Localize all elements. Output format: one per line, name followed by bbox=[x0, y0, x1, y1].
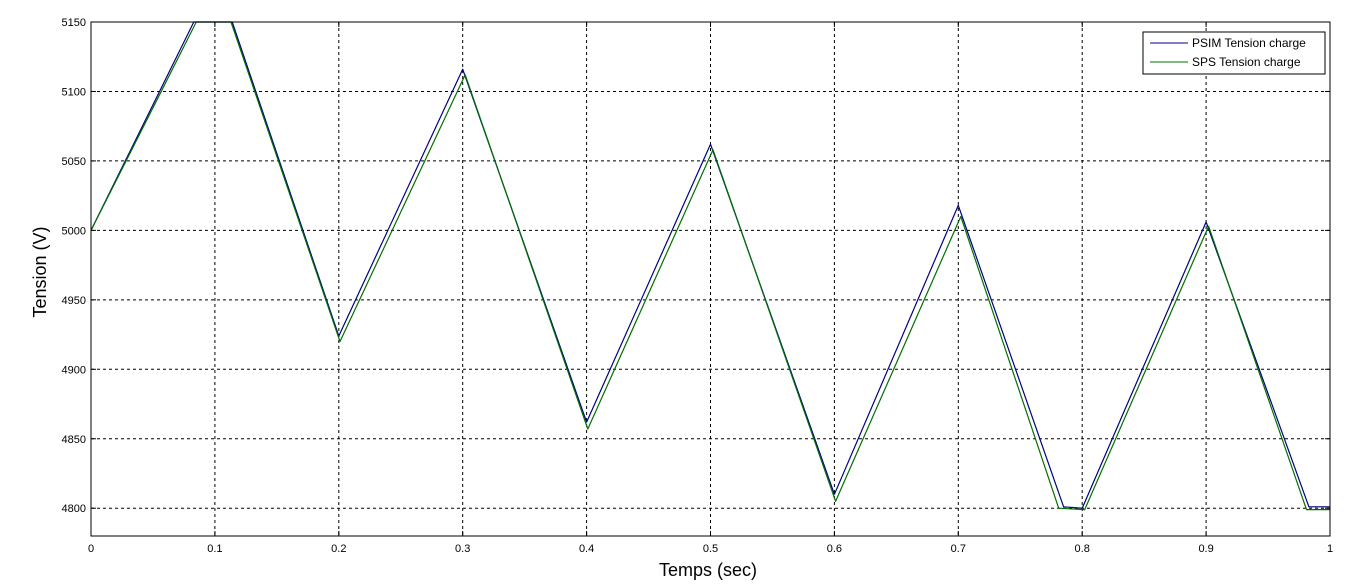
y-tick-label: 5100 bbox=[62, 86, 86, 98]
y-tick-label: 4800 bbox=[62, 503, 86, 515]
series-line-sps bbox=[90, 21, 1330, 511]
x-tick-label: 0.2 bbox=[331, 543, 346, 555]
x-tick-label: 0.1 bbox=[207, 543, 222, 555]
x-tick-label: 0.8 bbox=[1075, 543, 1090, 555]
grid bbox=[91, 22, 1330, 536]
x-tick-label: 0.3 bbox=[455, 543, 470, 555]
y-tick-label: 4950 bbox=[62, 295, 86, 307]
y-tick-label: 4900 bbox=[62, 364, 86, 376]
x-tick-label: 0.7 bbox=[951, 543, 966, 555]
x-tick-label: 0 bbox=[88, 543, 94, 555]
y-tick-label: 5150 bbox=[62, 17, 86, 29]
legend-box bbox=[1142, 31, 1326, 75]
series-lines bbox=[90, 21, 1330, 511]
legend-label-sps: SPS Tension charge bbox=[1192, 55, 1301, 69]
x-axis-title: Temps (sec) bbox=[659, 560, 757, 580]
axis-ticks: 0 0.1 0.2 0.3 0.4 0.5 0.6 0.7 0.8 0.9 1 4800 4850 490… bbox=[62, 17, 1334, 555]
x-tick-label: 0.9 bbox=[1198, 543, 1213, 555]
x-tick-label: 0.4 bbox=[579, 543, 594, 555]
x-tick-label: 0.6 bbox=[827, 543, 842, 555]
y-tick-label: 5050 bbox=[62, 156, 86, 168]
y-tick-label: 4850 bbox=[62, 434, 86, 446]
legend: PSIM Tension charge SPS Tension charge bbox=[1142, 31, 1326, 75]
legend-label-psim: PSIM Tension charge bbox=[1192, 36, 1306, 50]
y-axis-title: Tension (V) bbox=[30, 226, 50, 317]
x-tick-label: 0.5 bbox=[703, 543, 718, 555]
plot-area bbox=[91, 22, 1330, 536]
x-tick-label: 1 bbox=[1327, 543, 1333, 555]
y-tick-label: 5000 bbox=[62, 225, 86, 237]
